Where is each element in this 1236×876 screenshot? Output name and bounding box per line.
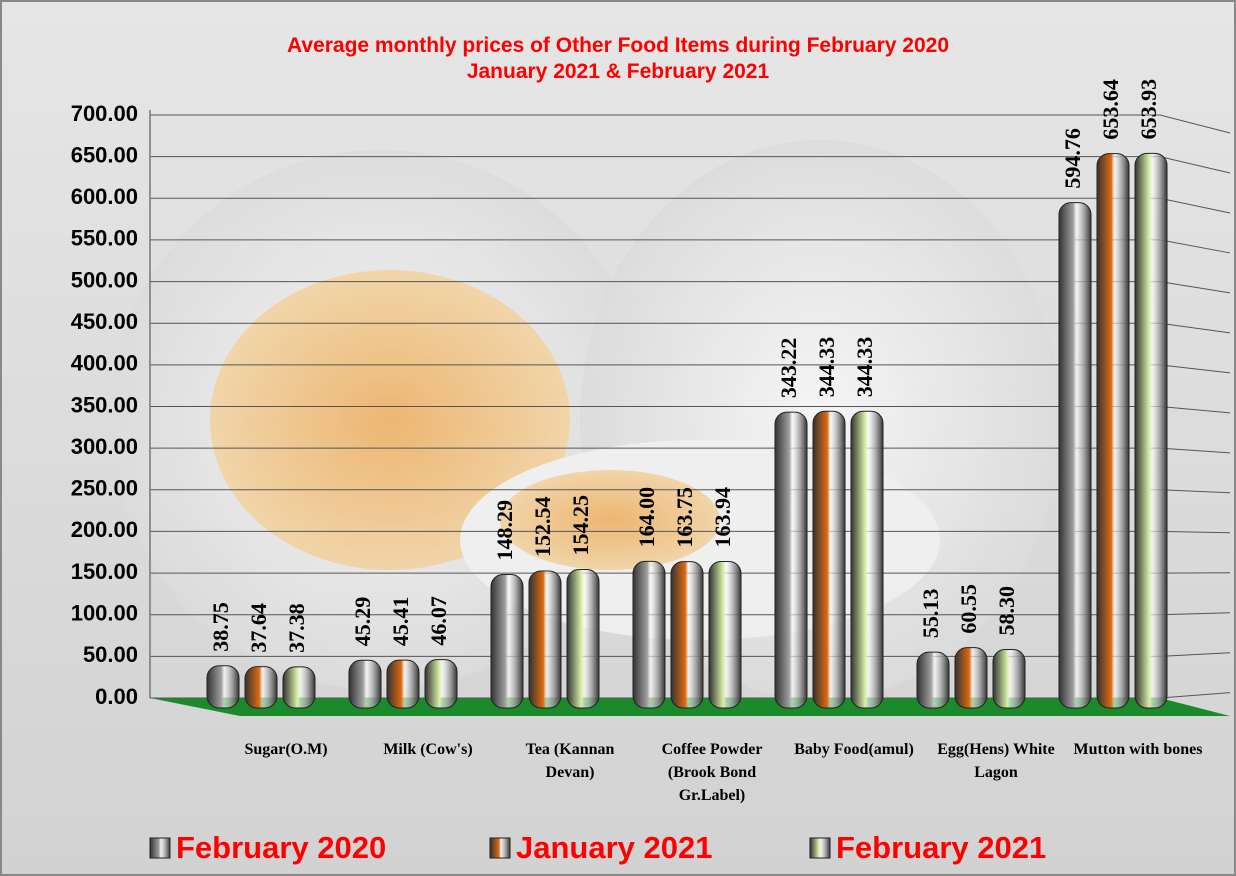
bar (633, 561, 665, 708)
y-tick-label: 550.00 (71, 226, 138, 251)
bar (425, 660, 457, 708)
bar (491, 574, 523, 708)
y-tick-label: 150.00 (71, 559, 138, 584)
legend-label: January 2021 (516, 830, 712, 865)
legend-swatch (490, 838, 510, 858)
value-label: 164.00 (634, 487, 659, 548)
y-tick-label: 400.00 (71, 351, 138, 376)
bar (283, 667, 315, 708)
y-tick-label: 500.00 (71, 267, 138, 292)
y-tick-label: 300.00 (71, 434, 138, 459)
x-tick-label: Baby Food(amul) (789, 738, 919, 761)
y-tick-label: 100.00 (71, 601, 138, 626)
bar (851, 411, 883, 708)
bar (917, 652, 949, 708)
value-label: 45.41 (388, 597, 413, 647)
y-tick-label: 0.00 (95, 684, 138, 709)
value-label: 152.54 (530, 496, 555, 557)
bar (387, 660, 419, 708)
bar (1097, 154, 1129, 708)
value-label: 344.33 (852, 337, 877, 398)
value-label: 46.07 (426, 596, 451, 646)
value-label: 343.22 (776, 338, 801, 399)
x-tick-label: Tea (Kannan Devan) (505, 738, 635, 784)
value-label: 163.94 (710, 487, 735, 548)
bar (813, 411, 845, 708)
y-tick-label: 450.00 (71, 309, 138, 334)
chart-container: Average monthly prices of Other Food Ite… (0, 0, 1236, 876)
y-tick-label: 250.00 (71, 476, 138, 501)
bar (775, 412, 807, 708)
chart-subtitle: January 2021 & February 2021 (467, 60, 770, 83)
chart-title: Average monthly prices of Other Food Ite… (287, 34, 949, 57)
bar (529, 571, 561, 708)
legend-label: February 2020 (176, 830, 386, 865)
bar (671, 562, 703, 708)
value-label: 45.29 (350, 597, 375, 647)
legend-swatch (810, 838, 830, 858)
x-tick-label: Coffee Powder (Brook Bond Gr.Label) (647, 738, 777, 807)
bar (993, 649, 1025, 708)
value-label: 38.75 (208, 602, 233, 652)
y-tick-label: 650.00 (71, 142, 138, 167)
x-tick-label: Egg(Hens) White Lagon (931, 738, 1061, 784)
value-label: 653.64 (1098, 79, 1123, 140)
x-tick-label: Mutton with bones (1073, 738, 1203, 761)
y-tick-label: 50.00 (83, 642, 138, 667)
y-tick-label: 350.00 (71, 392, 138, 417)
value-label: 37.38 (284, 603, 309, 653)
bar (1059, 203, 1091, 708)
legend-swatch (150, 838, 170, 858)
value-label: 344.33 (814, 337, 839, 398)
legend-label: February 2021 (836, 830, 1046, 865)
value-label: 594.76 (1060, 128, 1085, 189)
value-label: 55.13 (918, 589, 943, 639)
bar (349, 660, 381, 708)
value-label: 653.93 (1136, 79, 1161, 140)
value-label: 60.55 (956, 584, 981, 634)
bar (207, 666, 239, 708)
value-label: 58.30 (994, 586, 1019, 636)
bar (709, 561, 741, 708)
value-label: 154.25 (568, 495, 593, 556)
bar (955, 648, 987, 708)
bar (567, 570, 599, 708)
bar (1135, 153, 1167, 708)
bar (245, 667, 277, 708)
value-label: 163.75 (672, 487, 697, 548)
y-tick-label: 200.00 (71, 517, 138, 542)
value-label: 37.64 (246, 603, 271, 653)
value-label: 148.29 (492, 500, 517, 561)
y-tick-label: 600.00 (71, 184, 138, 209)
x-tick-label: Milk (Cow's) (363, 738, 493, 761)
x-tick-label: Sugar(O.M) (221, 738, 351, 761)
y-tick-label: 700.00 (71, 101, 138, 126)
